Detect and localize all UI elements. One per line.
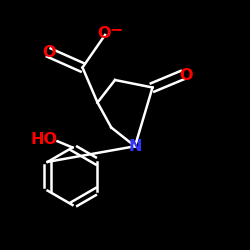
- Text: N: N: [128, 139, 142, 154]
- Text: O: O: [42, 45, 56, 60]
- Text: −: −: [110, 22, 123, 37]
- Text: HO: HO: [30, 132, 57, 148]
- Text: O: O: [97, 26, 110, 41]
- Text: O: O: [180, 68, 193, 82]
